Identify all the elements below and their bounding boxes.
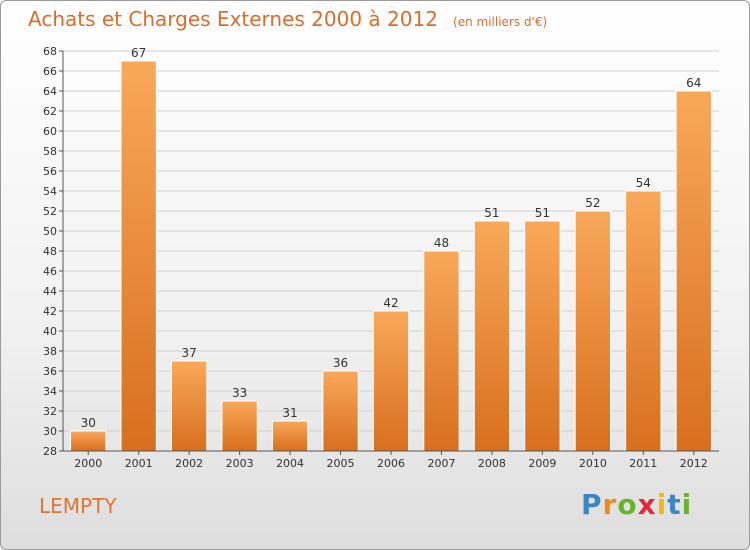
proxiti-logo: Proxiti <box>581 488 692 521</box>
x-axis: 2000 2001 2002 2003 2004 2005 2006 2007 2008 2009… <box>63 450 719 470</box>
y-tick-label: 66 <box>43 65 57 78</box>
x-tick-label: 2005 <box>327 457 355 470</box>
x-tick-label: 2008 <box>478 457 506 470</box>
x-tick-label: 2000 <box>74 457 102 470</box>
y-tick-label: 64 <box>43 85 57 98</box>
x-tick-label: 2010 <box>579 457 607 470</box>
bars: 30 67 37 33 31 36 42 48 51 51 52 54 64 <box>70 46 712 452</box>
y-tick-label: 38 <box>43 345 57 358</box>
y-tick-label: 62 <box>43 105 57 118</box>
logo-letter: i <box>681 488 693 521</box>
y-tick-label: 58 <box>43 145 57 158</box>
data-label: 51 <box>484 206 499 220</box>
y-tick-label: 48 <box>43 245 57 258</box>
logo-letter: i <box>656 488 668 521</box>
y-tick-label: 52 <box>43 205 57 218</box>
y-tick-label: 60 <box>43 125 57 138</box>
x-tick-label: 2001 <box>125 457 153 470</box>
data-label: 52 <box>585 196 600 210</box>
x-tick-label: 2004 <box>276 457 304 470</box>
y-tick-label: 50 <box>43 225 57 238</box>
x-tick-label: 2006 <box>377 457 405 470</box>
bar <box>372 310 410 452</box>
y-tick-label: 32 <box>43 405 57 418</box>
y-tick-label: 68 <box>43 45 57 58</box>
y-tick-label: 28 <box>43 445 57 458</box>
x-tick-label: 2012 <box>680 457 708 470</box>
y-tick-label: 44 <box>43 285 57 298</box>
bar <box>221 400 258 452</box>
y-tick-label: 36 <box>43 365 57 378</box>
bar <box>574 210 612 452</box>
logo-letter: o <box>617 488 638 521</box>
bar <box>70 430 107 452</box>
bar <box>423 250 460 452</box>
y-tick-label: 34 <box>43 385 57 398</box>
data-label: 37 <box>182 346 197 360</box>
y-tick-label: 42 <box>43 305 57 318</box>
chart-title: Achats et Charges Externes 2000 à 2012 (… <box>28 7 547 31</box>
y-tick-label: 30 <box>43 425 57 438</box>
data-label: 64 <box>686 76 701 90</box>
bar <box>322 370 359 452</box>
data-label: 48 <box>434 236 449 250</box>
unit-text: (en milliers d'€) <box>453 15 548 29</box>
bar <box>473 220 511 452</box>
bar <box>524 220 561 452</box>
bar <box>120 60 157 452</box>
x-tick-label: 2007 <box>427 457 455 470</box>
bar <box>675 90 712 452</box>
data-label: 31 <box>282 406 297 420</box>
logo-letter: t <box>667 488 682 521</box>
data-label: 51 <box>535 206 550 220</box>
y-axis: 28 30 32 34 36 38 40 42 44 46 48 50 52 54 56 58 60 62 64 66… <box>43 45 64 458</box>
data-label: 54 <box>636 176 651 190</box>
data-label: 33 <box>232 386 247 400</box>
y-tick-label: 56 <box>43 165 57 178</box>
data-label: 42 <box>383 296 398 310</box>
data-label: 67 <box>131 46 146 60</box>
data-label: 30 <box>81 416 96 430</box>
commune-name: LEMPTY <box>39 494 117 518</box>
data-label: 36 <box>333 356 348 370</box>
x-tick-label: 2011 <box>629 457 657 470</box>
bar <box>271 420 309 452</box>
x-tick-label: 2003 <box>226 457 254 470</box>
y-tick-label: 54 <box>43 185 57 198</box>
title-text: Achats et Charges Externes 2000 à 2012 <box>28 7 438 31</box>
bar <box>170 360 208 452</box>
logo-letter: x <box>637 488 657 521</box>
bar <box>625 190 662 452</box>
logo-letter: r <box>602 488 618 521</box>
x-tick-label: 2009 <box>528 457 556 470</box>
y-tick-label: 46 <box>43 265 57 278</box>
logo-letter: P <box>581 488 603 521</box>
x-tick-label: 2002 <box>175 457 203 470</box>
y-tick-label: 40 <box>43 325 57 338</box>
